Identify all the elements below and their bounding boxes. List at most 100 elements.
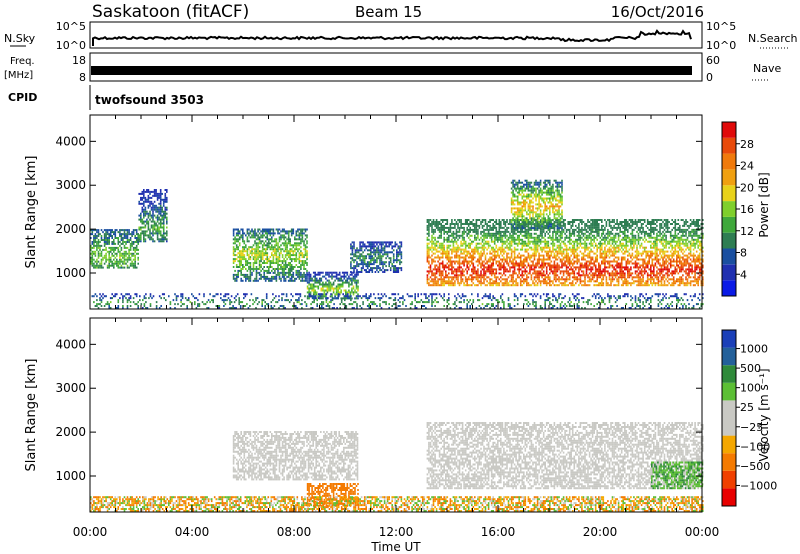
power-cell [509, 240, 511, 243]
power-cell [527, 254, 530, 257]
power-cell [268, 258, 270, 261]
power-cell [617, 272, 620, 275]
power-cell [134, 248, 136, 251]
power-cell [137, 258, 139, 261]
power-cell [506, 244, 508, 247]
power-cell [467, 236, 470, 239]
power-cell [149, 210, 151, 213]
power-cell [564, 256, 566, 259]
power-cell [396, 267, 398, 270]
power-cell [441, 248, 444, 251]
power-cell [471, 276, 473, 279]
power-cell [460, 270, 462, 273]
power-cell [584, 236, 586, 239]
power-cell [585, 234, 588, 237]
power-cell [334, 279, 336, 282]
power-cell [582, 272, 585, 275]
power-cell [538, 238, 540, 241]
power-cell [466, 228, 468, 231]
power-cell [607, 234, 609, 237]
power-cell [147, 234, 150, 237]
power-cell [581, 264, 583, 267]
power-cell [503, 266, 505, 269]
power-cell [571, 230, 574, 233]
power-cell [304, 234, 307, 237]
power-cell [526, 266, 528, 269]
power-cell [608, 238, 611, 241]
power-cell [516, 268, 519, 271]
power-cell [320, 297, 323, 300]
power-cell [359, 241, 361, 244]
power-cell [377, 257, 380, 260]
freq-strip: Freq. [MHz] 18 8 60 0 Nave [4, 52, 781, 84]
power-cell [343, 281, 346, 284]
power-cell [536, 262, 539, 265]
power-cell [287, 238, 290, 241]
power-cell [568, 274, 571, 277]
power-cell [298, 277, 301, 280]
power-cell [457, 224, 459, 227]
power-cell [388, 261, 390, 264]
power-cell [596, 254, 598, 257]
power-cell [113, 250, 115, 253]
power-cell [376, 241, 378, 244]
power-cell [483, 246, 485, 249]
power-cell [608, 240, 611, 243]
power-cell [272, 268, 275, 270]
power-cell [434, 266, 436, 269]
power-cell [519, 230, 522, 233]
power-cell [509, 284, 511, 287]
power-cell [578, 230, 580, 233]
power-cell [620, 284, 623, 287]
power-cell [106, 264, 109, 267]
power-cell [306, 291, 309, 294]
power-cell [619, 234, 621, 237]
power-cell [464, 276, 467, 279]
power-cell [245, 273, 247, 276]
power-cell [544, 238, 546, 241]
power-cell [235, 228, 238, 231]
power-cell [248, 262, 250, 264]
power-cell [490, 270, 493, 273]
power-cell [161, 240, 163, 243]
power-cell [565, 230, 568, 233]
power-cell [581, 256, 583, 259]
power-cell [622, 276, 624, 279]
power-cell [553, 268, 556, 271]
power-cell [153, 206, 156, 209]
power-cell [94, 229, 97, 232]
power-cell [242, 236, 244, 239]
power-cell [355, 287, 358, 290]
power-cell [337, 279, 339, 282]
power-cell [357, 287, 359, 290]
power-cell [523, 278, 525, 281]
power-cell [440, 223, 442, 225]
power-cell [362, 259, 364, 262]
power-cell [545, 276, 548, 279]
power-cell [326, 283, 329, 286]
power-cell [260, 260, 262, 263]
power-cell [519, 224, 522, 227]
power-cell [471, 260, 473, 263]
power-cell [495, 260, 498, 263]
power-cell [426, 252, 429, 255]
power-cell [298, 242, 301, 245]
power-cell [481, 234, 484, 237]
power-cell [113, 262, 115, 265]
power-cell [493, 256, 496, 259]
power-cell [294, 244, 296, 247]
power-cell [568, 232, 571, 235]
power-cell [437, 266, 439, 269]
power-cell [137, 239, 139, 241]
power-cell [290, 277, 293, 280]
power-cell [162, 212, 165, 215]
power-cell [303, 254, 305, 257]
power-cell [545, 262, 548, 265]
power-cell [461, 248, 464, 251]
power-cell [269, 242, 272, 245]
power-cell [567, 254, 569, 257]
power-cell [582, 284, 585, 287]
power-cell [545, 272, 548, 275]
power-cell [486, 270, 488, 273]
power-cell [529, 246, 531, 249]
